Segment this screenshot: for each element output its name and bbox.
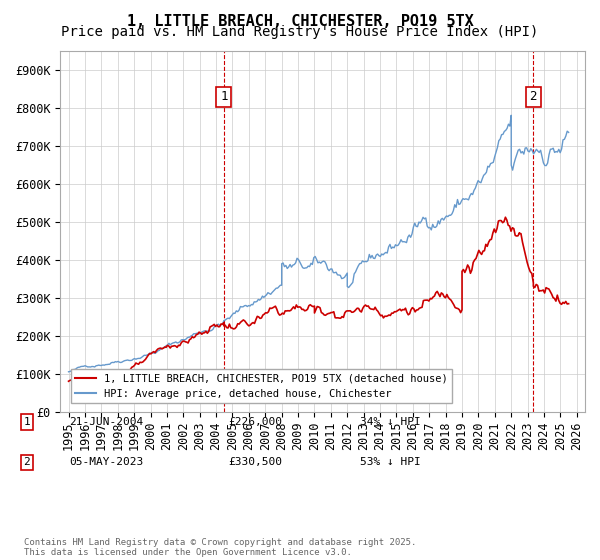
Text: 34% ↓ HPI: 34% ↓ HPI — [360, 417, 421, 427]
Text: 05-MAY-2023: 05-MAY-2023 — [69, 458, 143, 468]
Text: 21-JUN-2004: 21-JUN-2004 — [69, 417, 143, 427]
Text: 2: 2 — [23, 458, 31, 468]
Text: 2: 2 — [530, 90, 537, 104]
Legend: 1, LITTLE BREACH, CHICHESTER, PO19 5TX (detached house), HPI: Average price, det: 1, LITTLE BREACH, CHICHESTER, PO19 5TX (… — [71, 369, 452, 403]
Text: 53% ↓ HPI: 53% ↓ HPI — [360, 458, 421, 468]
Text: 1: 1 — [23, 417, 31, 427]
Text: 1, LITTLE BREACH, CHICHESTER, PO19 5TX: 1, LITTLE BREACH, CHICHESTER, PO19 5TX — [127, 14, 473, 29]
Text: £226,000: £226,000 — [228, 417, 282, 427]
Text: Contains HM Land Registry data © Crown copyright and database right 2025.
This d: Contains HM Land Registry data © Crown c… — [24, 538, 416, 557]
Text: 1: 1 — [220, 90, 227, 104]
Text: £330,500: £330,500 — [228, 458, 282, 468]
Text: Price paid vs. HM Land Registry's House Price Index (HPI): Price paid vs. HM Land Registry's House … — [61, 25, 539, 39]
